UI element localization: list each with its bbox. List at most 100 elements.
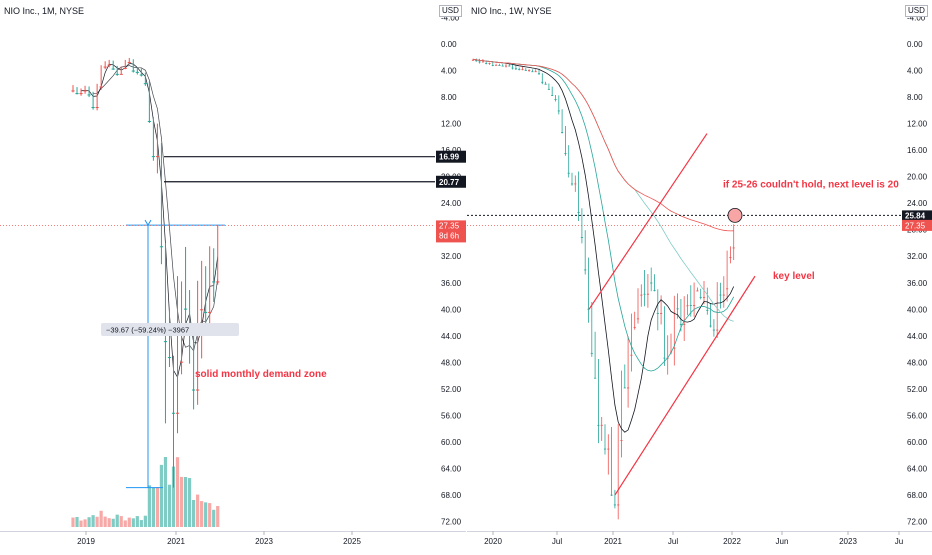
measure-arrow (144, 219, 152, 227)
candle-body (155, 156, 160, 158)
volume-bar (208, 503, 212, 527)
last-price-badge (436, 220, 466, 243)
candle-body (159, 246, 164, 248)
candle-body (699, 296, 702, 298)
price-tick-label: 52.00 (441, 385, 462, 394)
moving-average-line (472, 58, 734, 232)
last-price-value: 27.35 (905, 221, 926, 230)
candle-body (584, 269, 587, 271)
candle-body (212, 281, 216, 283)
candle-body (204, 311, 208, 313)
time-tick-label: Jun (776, 537, 789, 546)
volume-bar (183, 477, 188, 527)
candle-body (640, 294, 643, 296)
price-tick-label: 4.00 (441, 67, 457, 76)
time-tick-label: Jul (552, 537, 562, 546)
last-price-badge (902, 219, 932, 231)
last-price-countdown: 8d 6h (439, 231, 459, 240)
candle-body (511, 67, 514, 69)
candle-body (514, 68, 517, 70)
price-tick-label: 20.00 (907, 173, 928, 182)
candle-body (208, 311, 212, 313)
time-tick-label: 2019 (77, 537, 95, 546)
candle-body (71, 90, 75, 92)
candle-body (475, 60, 478, 62)
price-tick-label: 16.00 (907, 146, 928, 155)
price-tick-label: -4.00 (441, 14, 460, 23)
candle-body (83, 90, 87, 92)
candle-body (478, 61, 481, 63)
candle-body (537, 73, 541, 75)
candle-body (551, 95, 554, 96)
weekly-chart-svg[interactable]: 72.00 68.00 64.00 60.00 56.00 52.00 48.00 44.00… (467, 0, 932, 550)
candle-body (524, 70, 527, 71)
candle-body (544, 83, 547, 85)
volume-bar (163, 457, 168, 527)
volume-bar (107, 518, 111, 527)
candle-body (501, 65, 504, 67)
candle-body (528, 70, 531, 71)
price-tick-label: 72.00 (441, 518, 462, 527)
candle-body (574, 183, 577, 185)
candle-body (481, 61, 484, 63)
channel-lower-line (588, 133, 708, 310)
volume-bar (115, 514, 119, 527)
volume-bar (139, 520, 143, 527)
candle-body (722, 294, 725, 296)
volume-bar (171, 466, 176, 527)
candle-body (663, 357, 666, 359)
candle-body (683, 323, 686, 325)
candle-body (627, 387, 630, 389)
volume-bar (155, 487, 160, 527)
candle-body (103, 66, 107, 68)
candle-body (200, 309, 204, 311)
candle-body (196, 389, 200, 391)
candle-body (488, 63, 491, 64)
volume-bar (71, 517, 75, 527)
candle-body (620, 440, 623, 442)
candle-body (732, 247, 735, 249)
candle-body (600, 424, 603, 426)
support-circle-marker (727, 207, 743, 223)
candle-body (179, 361, 184, 363)
candle-body (107, 64, 111, 66)
candle-body (676, 308, 679, 310)
level-badge-value: 16.99 (439, 153, 460, 162)
key-level-annotation: key level (773, 271, 815, 282)
level-badge (436, 150, 466, 163)
price-tick-label: 40.00 (441, 305, 462, 314)
level-badge-value: 25.84 (905, 211, 926, 220)
candle-body (702, 296, 706, 298)
price-tick-label: 72.00 (907, 518, 928, 527)
candle-body (541, 81, 544, 83)
candle-body (75, 93, 79, 95)
candle-body (636, 318, 640, 320)
candle-body (689, 305, 692, 306)
candle-body (167, 357, 172, 359)
level-badge (436, 175, 466, 188)
candle-body (139, 74, 143, 76)
candle-body (577, 212, 580, 214)
volume-bar (131, 518, 135, 527)
price-tick-label: 8.00 (441, 93, 457, 102)
price-tick-label: 4.00 (907, 67, 923, 76)
candle-body (531, 71, 534, 73)
price-tick-label: 8.00 (907, 93, 923, 102)
volume-bar (119, 516, 123, 527)
time-tick-label: 2021 (167, 537, 185, 546)
weekly-chart-panel[interactable]: NIO Inc., 1W, NYSE USD 72.00 68.00 64.00 60… (467, 0, 932, 550)
monthly-chart-svg[interactable]: 72.00 68.00 64.00 60.00 56.00 52.00 48.00 44.00… (0, 0, 466, 550)
price-tick-label: 60.00 (441, 438, 462, 447)
candle-body (127, 61, 131, 63)
volume-bar (204, 502, 208, 527)
candle-body (504, 65, 508, 67)
price-tick-label: 68.00 (441, 491, 462, 500)
monthly-chart-panel[interactable]: NIO Inc., 1M, NYSE USD 72.00 68.00 64.00 60… (0, 0, 466, 550)
time-tick-label: 2022 (723, 537, 741, 546)
volume-bar (83, 519, 87, 527)
time-tick-label: Jul (668, 537, 678, 546)
volume-bar (143, 515, 147, 527)
candle-body (623, 387, 626, 389)
candle-body (653, 290, 656, 291)
level-badge (902, 210, 932, 222)
